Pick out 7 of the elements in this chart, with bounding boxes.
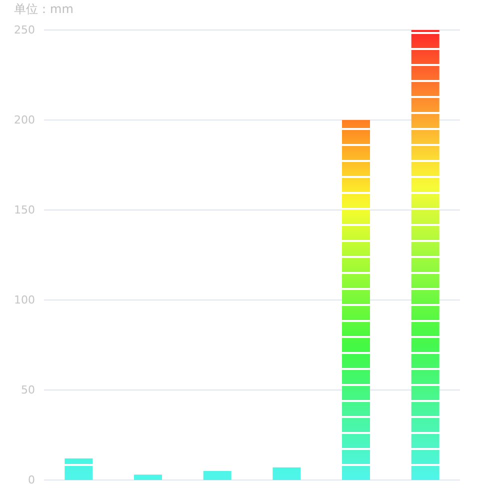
ytick-label: 100 [14, 294, 35, 306]
ytick-label: 0 [28, 474, 35, 486]
ylabel: 单位：mm [14, 2, 74, 16]
ytick-label: 250 [14, 24, 35, 36]
ytick-label: 50 [21, 384, 35, 396]
ytick-label: 200 [14, 114, 35, 126]
ytick-label: 150 [14, 204, 35, 216]
